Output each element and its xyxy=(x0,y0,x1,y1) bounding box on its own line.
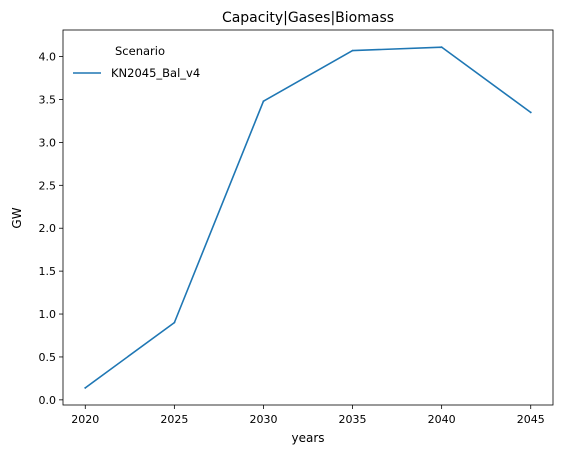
x-axis-label: years xyxy=(291,431,324,445)
x-tick-label: 2045 xyxy=(517,413,545,426)
data-point xyxy=(440,46,443,49)
y-tick-label: 4.0 xyxy=(39,51,57,64)
x-tick-label: 2020 xyxy=(71,413,99,426)
series-line xyxy=(84,46,532,389)
data-point xyxy=(173,321,176,324)
y-tick-label: 3.0 xyxy=(39,136,57,149)
y-tick-label: 0.5 xyxy=(39,351,57,364)
chart-title: Capacity|Gases|Biomass xyxy=(222,10,394,26)
x-axis: 2020 2025 2030 2035 2040 2045 xyxy=(71,405,545,426)
data-point xyxy=(262,100,265,103)
legend-entry-label: KN2045_Bal_v4 xyxy=(111,66,200,80)
y-axis: 0.0 0.5 1.0 1.5 2.0 2.5 3.0 3.5 4.0 xyxy=(39,51,63,407)
y-tick-label: 1.0 xyxy=(39,308,57,321)
data-point xyxy=(351,49,354,52)
x-tick-label: 2025 xyxy=(160,413,188,426)
y-tick-label: 2.5 xyxy=(39,179,57,192)
legend-title: Scenario xyxy=(115,44,165,58)
plot-frame xyxy=(62,29,554,406)
y-tick-label: 1.5 xyxy=(39,265,57,278)
x-tick-label: 2035 xyxy=(339,413,367,426)
data-point xyxy=(84,386,87,389)
y-tick-label: 3.5 xyxy=(39,94,57,107)
y-tick-label: 2.0 xyxy=(39,222,57,235)
plot-area xyxy=(62,29,554,406)
y-axis-label: GW xyxy=(10,207,24,228)
y-tick-label: 0.0 xyxy=(39,394,57,407)
x-tick-label: 2040 xyxy=(428,413,456,426)
x-tick-label: 2030 xyxy=(249,413,277,426)
series-layer xyxy=(84,46,532,389)
legend: Scenario KN2045_Bal_v4 xyxy=(73,44,200,80)
data-point xyxy=(529,111,532,114)
